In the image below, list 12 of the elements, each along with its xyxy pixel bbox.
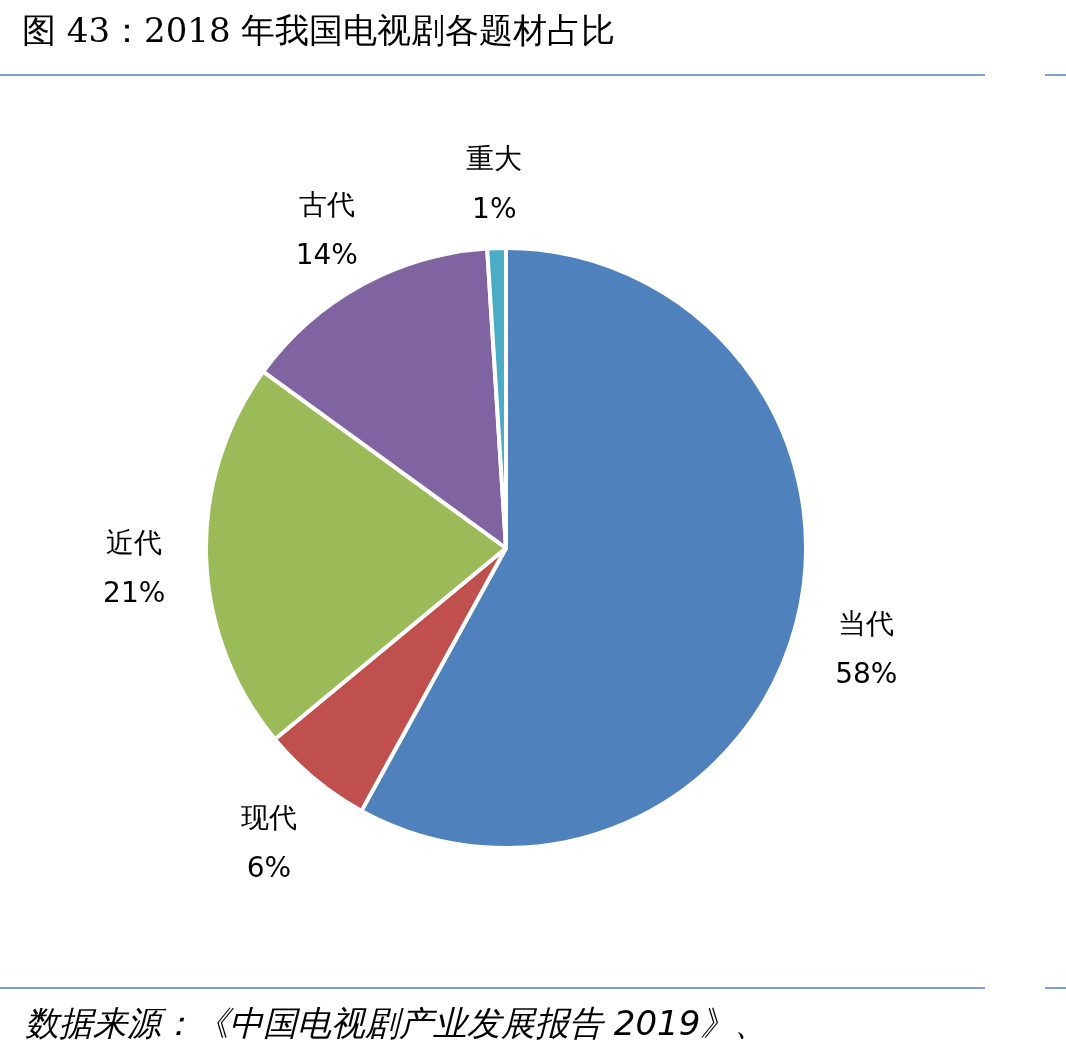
slice-label: 当代 — [838, 606, 895, 640]
data-label: 1% — [472, 192, 517, 226]
chart-title: 图 43：2018 年我国电视剧各题材占比 — [22, 10, 616, 50]
source-note: 数据来源：《中国电视剧产业发展报告 2019》、 — [25, 1003, 769, 1043]
data-label: 14% — [295, 238, 358, 272]
slice-label: 近代 — [106, 525, 163, 559]
data-label: 6% — [246, 850, 292, 884]
slice-label: 古代 — [298, 188, 355, 222]
slice-label: 现代 — [240, 800, 297, 834]
data-label: 58% — [835, 656, 898, 690]
data-label: 21% — [103, 575, 166, 609]
slice-label: 重大 — [466, 142, 523, 176]
